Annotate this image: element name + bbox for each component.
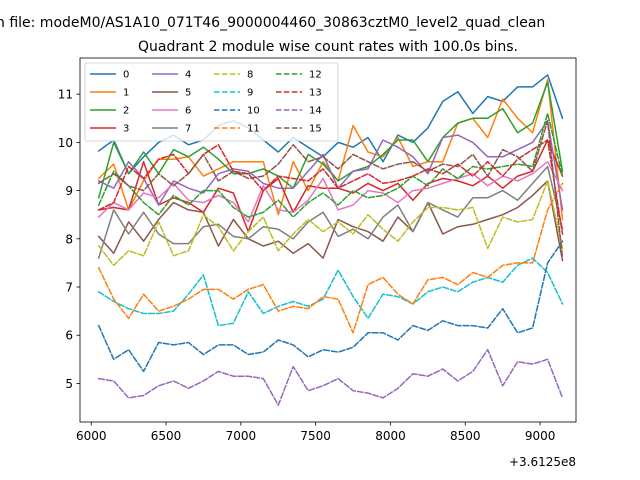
y-axis: 5 6 7 8 9 10 11 — [58, 88, 80, 391]
x-tick-label: 7000 — [226, 429, 257, 443]
axes-frame — [79, 57, 577, 423]
legend-label-2: 2 — [123, 106, 129, 117]
y-tick-label: 5 — [65, 377, 73, 391]
series-line-4 — [97, 119, 564, 211]
x-axis-offset-label: +3.6125e8 — [509, 455, 576, 469]
series-line-12 — [97, 112, 564, 218]
x-tick-label: 7500 — [300, 429, 331, 443]
legend-label-6: 6 — [185, 106, 191, 117]
legend-label-4: 4 — [185, 70, 191, 81]
legend-label-3: 3 — [123, 124, 129, 135]
series-line-13 — [97, 139, 564, 235]
series-group — [97, 74, 564, 406]
x-tick-label: 8000 — [375, 429, 406, 443]
series-line-3 — [97, 139, 564, 233]
legend-label-0: 0 — [123, 70, 129, 81]
legend-label-1: 1 — [123, 88, 129, 99]
series-line-10 — [97, 240, 564, 373]
y-tick-label: 7 — [65, 281, 73, 295]
series-line-11 — [97, 182, 564, 334]
series-line-7 — [97, 165, 564, 260]
series-line-8 — [97, 180, 564, 267]
legend-label-8: 8 — [247, 70, 253, 81]
chart-title: Quadrant 2 module wise count rates with … — [138, 39, 518, 55]
plot-area — [79, 57, 577, 423]
x-tick-label: 8500 — [450, 429, 481, 443]
y-tick-label: 9 — [65, 184, 73, 198]
y-tick-label: 6 — [65, 329, 73, 343]
legend-label-9: 9 — [247, 88, 253, 99]
legend-frame — [84, 62, 339, 142]
series-line-14 — [97, 348, 564, 406]
y-tick-label: 10 — [58, 136, 73, 150]
legend-label-11: 11 — [247, 124, 260, 135]
series-line-6 — [97, 160, 564, 223]
series-line-5 — [97, 180, 564, 262]
y-tick-label: 11 — [58, 88, 73, 102]
legend-label-15: 15 — [309, 124, 322, 135]
x-tick-label: 6500 — [151, 429, 182, 443]
series-line-15 — [97, 119, 564, 259]
legend-label-5: 5 — [185, 88, 191, 99]
x-tick-label: 9000 — [525, 429, 556, 443]
x-tick-label: 6000 — [76, 429, 107, 443]
legend-label-10: 10 — [247, 106, 260, 117]
legend-label-7: 7 — [185, 124, 191, 135]
legend-label-12: 12 — [309, 70, 322, 81]
legend-label-13: 13 — [309, 88, 322, 99]
series-line-9 — [97, 257, 564, 327]
x-axis: 6000 6500 7000 7500 8000 8500 9000 — [76, 422, 555, 443]
figure-suptitle: n file: modeM0/AS1A10_071T46_9000004460_… — [0, 15, 545, 31]
legend-label-14: 14 — [309, 106, 322, 117]
y-tick-label: 8 — [65, 232, 73, 246]
